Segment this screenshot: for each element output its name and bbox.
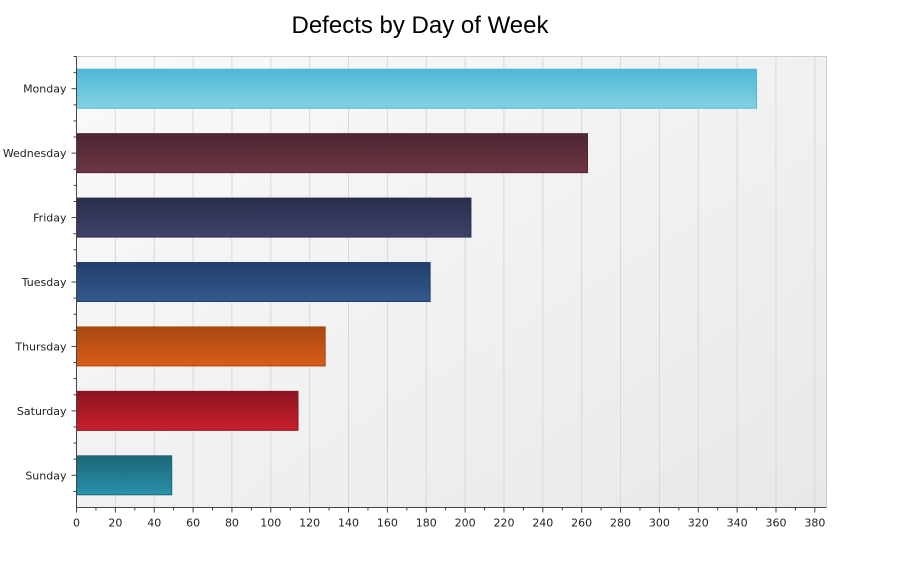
category-label: Thursday xyxy=(14,340,67,353)
x-tick-label: 200 xyxy=(455,517,476,530)
x-tick-label: 80 xyxy=(225,517,239,530)
x-tick-label: 220 xyxy=(493,517,514,530)
x-tick-label: 260 xyxy=(571,517,592,530)
bar-tuesday xyxy=(76,262,431,302)
x-tick-label: 120 xyxy=(299,517,320,530)
x-tick-label: 360 xyxy=(765,517,786,530)
x-tick-label: 280 xyxy=(610,517,631,530)
x-tick-label: 140 xyxy=(338,517,359,530)
bar-thursday xyxy=(76,326,326,367)
x-tick-label: 160 xyxy=(377,517,398,530)
x-tick-label: 100 xyxy=(260,517,281,530)
x-tick-label: 320 xyxy=(688,517,709,530)
x-tick-label: 60 xyxy=(186,517,200,530)
x-tick-label: 40 xyxy=(147,517,161,530)
x-tick-label: 380 xyxy=(804,517,825,530)
x-tick-label: 0 xyxy=(73,517,80,530)
category-label: Tuesday xyxy=(21,276,67,289)
bar-saturday xyxy=(76,390,299,431)
bar-monday xyxy=(76,68,758,109)
x-tick-label: 340 xyxy=(727,517,748,530)
x-tick-label: 180 xyxy=(416,517,437,530)
x-tick-label: 20 xyxy=(108,517,122,530)
x-tick-label: 300 xyxy=(649,517,670,530)
bar-friday xyxy=(76,197,472,238)
x-tick-label: 240 xyxy=(532,517,553,530)
chart-title: Defects by Day of Week xyxy=(291,12,549,39)
bar-wednesday xyxy=(76,133,589,174)
category-label: Monday xyxy=(23,83,67,96)
category-label: Saturday xyxy=(17,405,67,418)
category-label: Sunday xyxy=(25,469,67,482)
bar-sunday xyxy=(76,455,173,496)
category-label: Friday xyxy=(33,212,67,225)
category-label: Wednesday xyxy=(3,147,67,160)
